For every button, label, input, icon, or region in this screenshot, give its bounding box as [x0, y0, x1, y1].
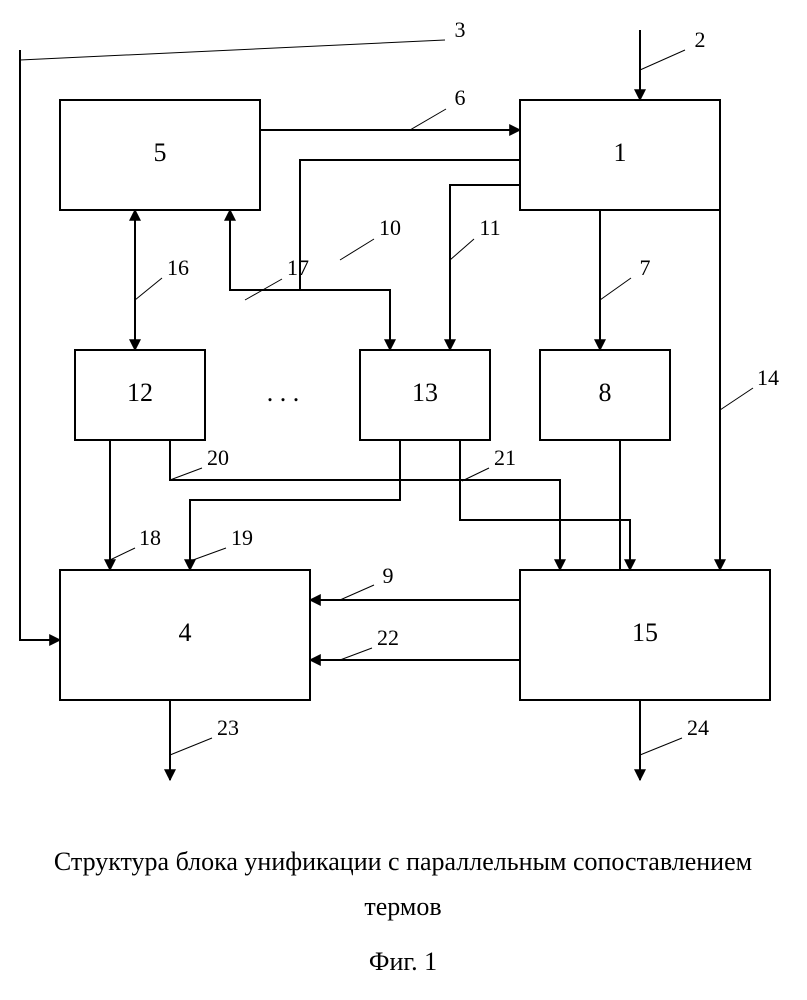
- leader-20: [170, 468, 202, 480]
- leader-9: [340, 585, 374, 600]
- edge-e3o: [20, 50, 60, 640]
- leader-19: [193, 548, 226, 560]
- edge-label-7: 7: [640, 255, 651, 280]
- caption-line-1: Структура блока унификации с параллельны…: [54, 847, 752, 876]
- edge-label-3: 3: [455, 17, 466, 42]
- leader-11: [450, 239, 474, 260]
- edge-label-22: 22: [377, 625, 399, 650]
- edge-e10: [230, 160, 520, 290]
- edge-e11: [450, 185, 520, 350]
- leader-18: [110, 548, 135, 560]
- edge-label-18: 18: [139, 525, 161, 550]
- leader-2: [640, 50, 685, 70]
- edge-label-20: 20: [207, 445, 229, 470]
- edge-label-16: 16: [167, 255, 189, 280]
- leader-23: [170, 738, 212, 755]
- edge-label-19: 19: [231, 525, 253, 550]
- node-label-n13: 13: [412, 378, 438, 407]
- edge-label-14: 14: [757, 365, 779, 390]
- node-label-n15: 15: [632, 618, 658, 647]
- leader-7: [600, 278, 631, 300]
- edge-label-11: 11: [479, 215, 500, 240]
- edge-label-24: 24: [687, 715, 709, 740]
- edge-label-10: 10: [379, 215, 401, 240]
- edge-label-9: 9: [383, 563, 394, 588]
- node-label-n8: 8: [599, 378, 612, 407]
- edge-label-17: 17: [287, 255, 309, 280]
- leader-10: [340, 239, 374, 260]
- leader-16: [135, 278, 162, 300]
- leader-3: [20, 40, 445, 60]
- figure-label: Фиг. 1: [369, 947, 437, 976]
- node-label-n1: 1: [614, 138, 627, 167]
- leader-6: [410, 109, 446, 130]
- leader-24: [640, 738, 682, 755]
- node-label-n4: 4: [179, 618, 192, 647]
- edge-label-6: 6: [455, 85, 466, 110]
- caption-line-2: термов: [364, 892, 441, 921]
- node-label-n12: 12: [127, 378, 153, 407]
- edge-e17: [230, 210, 390, 350]
- edge-label-21: 21: [494, 445, 516, 470]
- leader-14: [720, 388, 753, 410]
- node-label-n5: 5: [154, 138, 167, 167]
- leader-22: [340, 648, 372, 660]
- edge-label-23: 23: [217, 715, 239, 740]
- ellipsis: . . .: [267, 378, 300, 407]
- edge-e21: [460, 440, 630, 570]
- edge-label-2: 2: [695, 27, 706, 52]
